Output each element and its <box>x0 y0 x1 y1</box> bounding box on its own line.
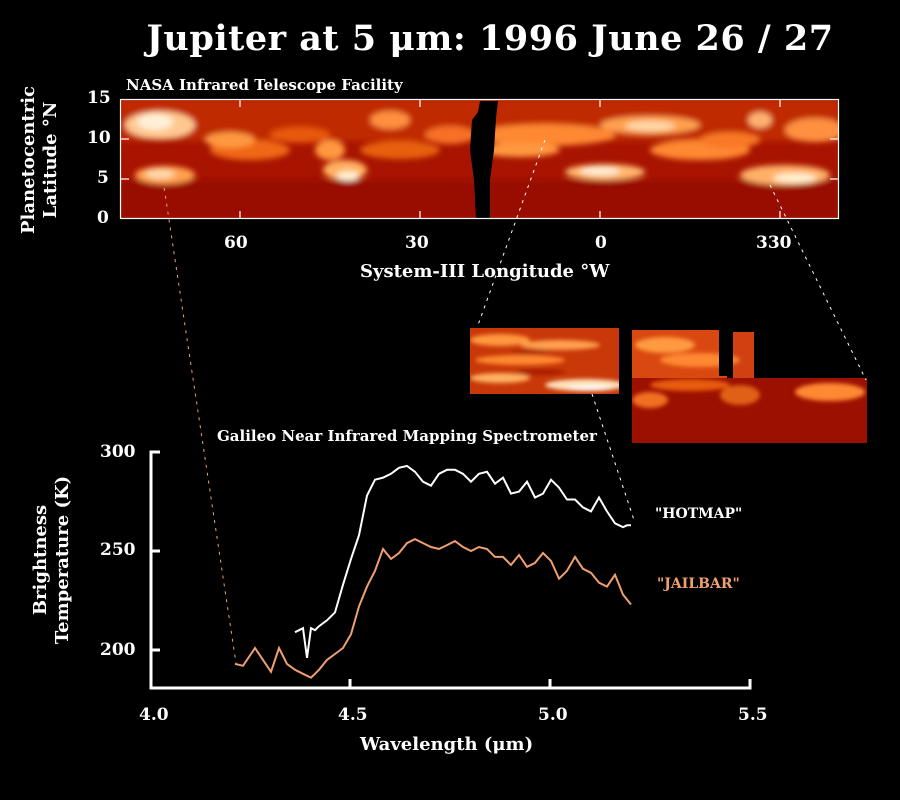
figure-title: Jupiter at 5 μm: 1996 June 26 / 27 <box>146 18 834 59</box>
legend-jailbar: "JAILBAR" <box>657 576 740 592</box>
connector-lines <box>162 139 867 664</box>
upper-xtick-30: 30 <box>405 233 429 253</box>
lower-xtick-5-0: 5.0 <box>538 705 568 725</box>
upper-xtick-330: 330 <box>756 233 792 253</box>
legend-hotmap: "HOTMAP" <box>655 506 743 522</box>
irtf-map-image <box>119 98 840 220</box>
upper-ytick-0: 0 <box>97 208 109 228</box>
lower-ytick-250: 250 <box>100 540 136 560</box>
upper-ytick-10: 10 <box>87 128 111 148</box>
spectrum-axes <box>149 450 752 690</box>
nims-subtitle: Galileo Near Infrared Mapping Spectromet… <box>217 427 597 445</box>
upper-ytick-15: 15 <box>87 88 111 108</box>
nims-inset-image <box>470 328 867 443</box>
jailbar-series-line <box>234 537 632 679</box>
upper-xtick-0: 0 <box>595 233 607 253</box>
upper-xlabel: System-III Longitude °W <box>360 261 610 282</box>
lower-ytick-200: 200 <box>100 640 136 660</box>
lower-xtick-4-5: 4.5 <box>338 705 368 725</box>
upper-ytick-5: 5 <box>97 168 109 188</box>
lower-xtick-4-0: 4.0 <box>139 705 169 725</box>
irtf-subtitle: NASA Infrared Telescope Facility <box>126 76 403 94</box>
lower-xtick-5-5: 5.5 <box>738 705 768 725</box>
lower-xlabel: Wavelength (μm) <box>360 734 534 755</box>
hotmap-series-line <box>294 464 631 659</box>
upper-xtick-60: 60 <box>224 233 248 253</box>
lower-ytick-300: 300 <box>100 442 136 462</box>
